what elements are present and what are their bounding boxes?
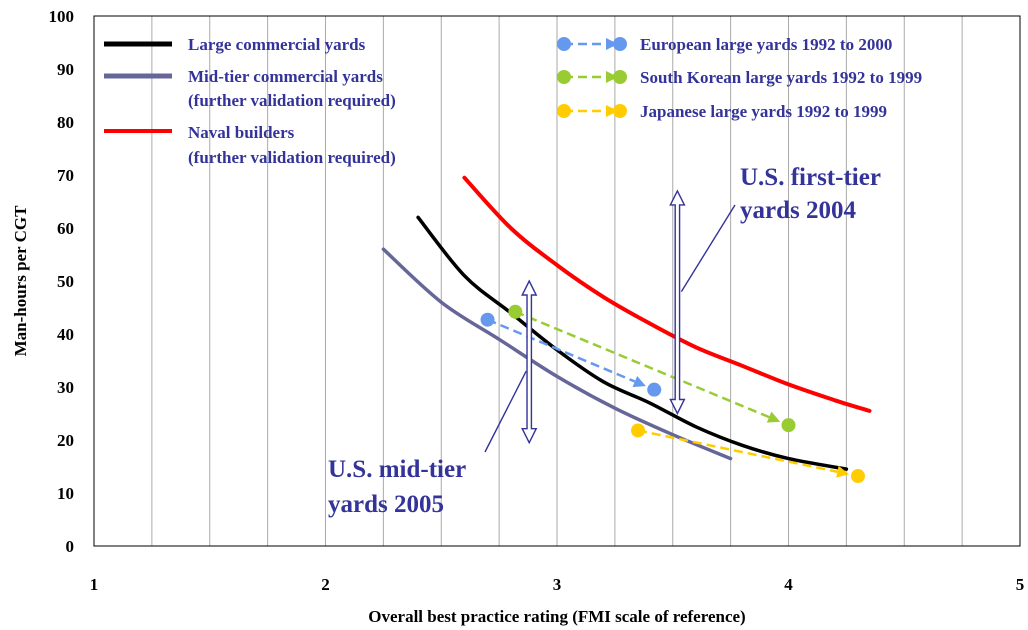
legend-label-naval: Naval builders [188, 123, 295, 142]
annotations [484, 189, 736, 453]
annotation-mid-tier-line-2: yards 2005 [328, 491, 444, 518]
y-axis-title: Man-hours per CGT [11, 205, 30, 356]
y-tick-label: 60 [57, 219, 74, 238]
annotation-range-arrow [669, 189, 686, 416]
y-tick-label: 100 [49, 7, 75, 26]
legend-label-european: European large yards 1992 to 2000 [640, 35, 892, 54]
annotation-first-tier: U.S. first-tier yards 2004 [740, 164, 881, 224]
y-tick-label: 10 [57, 484, 74, 503]
legend-marker-japanese-start [557, 104, 571, 118]
annotation-first-tier-line-1: U.S. first-tier [740, 164, 881, 191]
annotation-first-tier-line-2: yards 2004 [740, 197, 856, 224]
y-tick-label: 30 [57, 378, 74, 397]
legend-note-naval: (further validation required) [188, 148, 396, 167]
series-line [462, 175, 872, 413]
series-group [381, 175, 872, 484]
annotation-range-arrow [521, 279, 538, 445]
legend: Large commercial yards Mid-tier commerci… [104, 35, 922, 167]
grid-lines [151, 16, 963, 546]
series-marker [480, 312, 495, 327]
x-axis-title: Overall best practice rating (FMI scale … [368, 607, 745, 626]
annotation-leader-line [680, 204, 736, 292]
legend-marker-european-start [557, 37, 571, 51]
annotation-leader-line [484, 370, 527, 453]
series-arrowhead [836, 465, 850, 478]
x-tick-label: 2 [321, 575, 330, 594]
y-tick-label: 0 [66, 537, 75, 556]
series-marker [631, 423, 646, 438]
legend-label-large-commercial: Large commercial yards [188, 35, 366, 54]
y-tick-labels: 0 10 20 30 40 50 60 70 80 90 100 [49, 7, 75, 556]
series-dashed-line [487, 318, 636, 383]
series-arrowhead [766, 411, 781, 423]
series-arrowhead [632, 375, 646, 388]
series-marker [781, 418, 796, 433]
series-line [416, 215, 849, 471]
x-tick-label: 3 [553, 575, 562, 594]
series-marker [850, 469, 865, 484]
y-tick-label: 70 [57, 166, 74, 185]
y-tick-label: 80 [57, 113, 74, 132]
legend-marker-japanese-end [613, 104, 627, 118]
series-marker [647, 382, 662, 397]
series-line [381, 247, 733, 461]
legend-note-mid-tier: (further validation required) [188, 91, 396, 110]
annotation-mid-tier: U.S. mid-tier yards 2005 [328, 456, 466, 518]
y-tick-label: 20 [57, 431, 74, 450]
series-dashed-line [514, 310, 770, 419]
x-tick-label: 5 [1016, 575, 1025, 594]
plot-frame [93, 15, 1021, 547]
legend-marker-south-korean-start [557, 70, 571, 84]
x-tick-label: 4 [784, 575, 793, 594]
legend-label-mid-tier: Mid-tier commercial yards [188, 67, 383, 86]
legend-arrowhead-european [606, 38, 618, 50]
legend-arrowhead-japanese [606, 105, 618, 117]
legend-label-japanese: Japanese large yards 1992 to 1999 [640, 102, 887, 121]
series-marker [508, 304, 523, 319]
x-tick-labels: 1 2 3 4 5 [90, 575, 1025, 594]
y-tick-label: 40 [57, 325, 74, 344]
legend-marker-european-end [613, 37, 627, 51]
legend-label-south-korean: South Korean large yards 1992 to 1999 [640, 68, 922, 87]
annotation-mid-tier-line-1: U.S. mid-tier [328, 456, 466, 483]
series-dashed-line [637, 429, 838, 474]
y-tick-label: 50 [57, 272, 74, 291]
y-tick-label: 90 [57, 60, 74, 79]
x-tick-label: 1 [90, 575, 99, 594]
legend-marker-south-korean-end [613, 70, 627, 84]
legend-arrowhead-south-korean [606, 71, 618, 83]
